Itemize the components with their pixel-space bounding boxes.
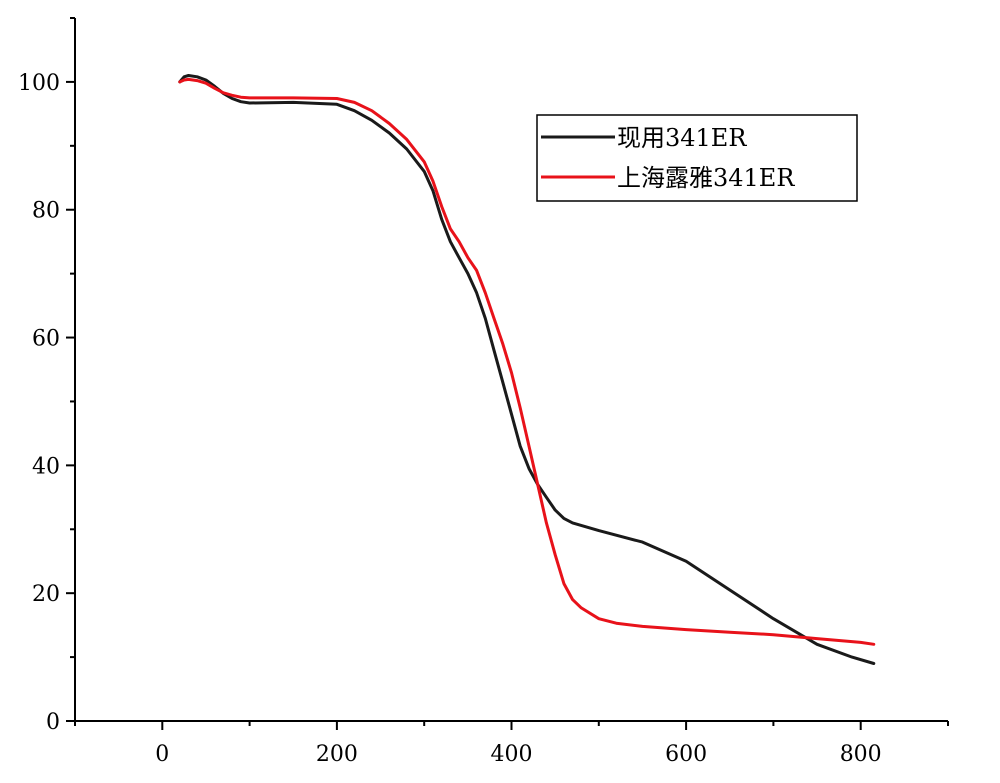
legend-label-1: 现用341ER (617, 124, 747, 152)
series-line-2 (178, 77, 876, 646)
y-tick-label: 100 (18, 71, 60, 96)
legend: 现用341ER 上海露雅341ER (536, 114, 858, 202)
x-tick-label: 400 (491, 742, 533, 767)
y-tick-label: 40 (32, 454, 60, 479)
x-tick-label: 600 (665, 742, 707, 767)
y-tick-label: 20 (32, 582, 60, 607)
x-tick-label: 800 (840, 742, 882, 767)
x-tick-label: 0 (155, 742, 169, 767)
axis-ticks: 0 200 400 600 800 0 20 40 60 80 100 (18, 17, 949, 767)
legend-label-2: 上海露雅341ER (617, 164, 795, 192)
series-layer (178, 74, 876, 665)
series-line-1 (178, 74, 876, 665)
y-tick-label: 0 (46, 710, 60, 735)
y-tick-label: 60 (32, 327, 60, 352)
legend-box (536, 114, 858, 202)
y-tick-label: 80 (32, 199, 60, 224)
x-tick-label: 200 (316, 742, 358, 767)
